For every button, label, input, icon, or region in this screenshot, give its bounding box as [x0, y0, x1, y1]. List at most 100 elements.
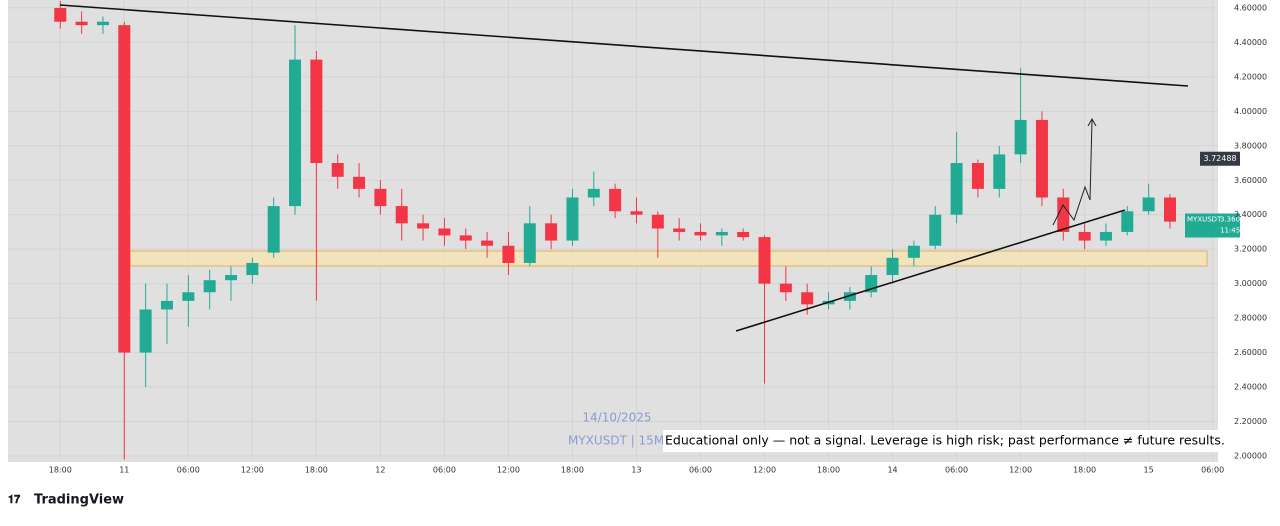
watermark-symbol: MYXUSDT | 15M	[568, 434, 664, 448]
candle-body	[1078, 231, 1091, 241]
symbol-label: MYXUSDT	[1187, 216, 1222, 224]
candle-body	[801, 292, 814, 305]
candle-body	[950, 163, 963, 215]
watermark-date: 14/10/2025	[582, 411, 651, 425]
candle-body	[75, 21, 88, 26]
candle-body	[459, 235, 472, 241]
x-tick-label: 12	[375, 466, 385, 475]
projection-arrowhead	[1087, 117, 1097, 127]
candle-body	[502, 245, 515, 263]
x-tick-label: 12:00	[1009, 466, 1032, 475]
y-tick-label: 3.00000	[1234, 279, 1267, 288]
candle-body	[843, 292, 856, 301]
y-tick-label: 3.60000	[1234, 176, 1267, 185]
candle-body	[673, 228, 686, 232]
y-tick-label: 3.20000	[1234, 245, 1267, 254]
candle-body	[758, 237, 771, 284]
candle-body	[438, 228, 451, 236]
candle-body	[737, 231, 750, 238]
countdown-label: 11:45	[1220, 227, 1240, 235]
x-tick-label: 18:00	[49, 466, 72, 475]
x-tick-label: 13	[631, 466, 641, 475]
x-tick-label: 12:00	[241, 466, 264, 475]
x-tick-label: 18:00	[305, 466, 328, 475]
candle-body	[1099, 231, 1112, 241]
x-tick-label: 12:00	[497, 466, 520, 475]
candle-body	[1035, 119, 1048, 198]
candle-body	[1142, 197, 1155, 212]
candle-body	[523, 223, 536, 263]
x-tick-label: 06:00	[945, 466, 968, 475]
y-tick-label: 2.80000	[1234, 314, 1267, 323]
candle-body	[182, 292, 195, 301]
candle-body	[651, 214, 664, 229]
candle-body	[566, 197, 579, 241]
candle-body	[630, 211, 643, 215]
candle-body	[118, 25, 131, 353]
candle-body	[907, 245, 920, 258]
y-tick-label: 2.20000	[1234, 417, 1267, 426]
candle-body	[1121, 211, 1134, 232]
y-tick-label: 2.00000	[1234, 451, 1267, 460]
y-tick-label: 2.60000	[1234, 348, 1267, 357]
candle-body	[993, 154, 1006, 189]
x-tick-label: 06:00	[689, 466, 712, 475]
candle-body	[139, 309, 152, 353]
candle-body	[1057, 197, 1070, 232]
candle-body	[203, 280, 216, 293]
candle-body	[246, 262, 259, 276]
y-tick-label: 3.80000	[1234, 141, 1267, 150]
y-tick-label: 4.00000	[1234, 107, 1267, 116]
candle-body	[545, 223, 558, 241]
candle-body	[1014, 119, 1027, 155]
candle-body	[331, 163, 344, 177]
x-tick-label: 18:00	[561, 466, 584, 475]
y-tick-label: 4.60000	[1234, 3, 1267, 12]
candle-body	[267, 206, 280, 253]
y-tick-label: 4.20000	[1234, 72, 1267, 81]
support-trendline	[735, 209, 1126, 332]
candle-body	[395, 206, 408, 224]
brand-logo: 𝟏𝟕	[8, 493, 21, 506]
brand: TradingView	[34, 493, 124, 508]
candle-body	[609, 188, 622, 212]
candle-body	[715, 231, 728, 236]
price-tag	[1200, 151, 1240, 166]
price-tag-label: 3.72488	[1203, 154, 1236, 163]
candle-body	[374, 188, 387, 207]
x-tick-label: 18:00	[1073, 466, 1096, 475]
candle-body	[54, 7, 67, 22]
current-price-label: 3.36058	[1220, 216, 1249, 224]
x-tick-label: 11	[119, 466, 129, 475]
x-tick-label: 06:00	[177, 466, 200, 475]
candle-body	[481, 240, 494, 246]
resistance-line	[59, 4, 1189, 87]
projection-path	[1052, 119, 1093, 226]
y-tick-label: 2.40000	[1234, 383, 1267, 392]
candle-body	[971, 163, 984, 189]
x-tick-label: 14	[887, 466, 897, 475]
candle-body	[587, 188, 600, 198]
candle-body	[289, 59, 302, 207]
candle-body	[225, 275, 238, 281]
candle-body	[779, 283, 792, 293]
candle-body	[96, 21, 109, 26]
x-tick-label: 12:00	[753, 466, 776, 475]
disclaimer: Educational only — not a signal. Leverag…	[665, 433, 1225, 448]
plot-background	[8, 0, 1218, 462]
candle-body	[310, 59, 323, 164]
candle-body	[1163, 197, 1176, 222]
candle-body	[160, 300, 173, 310]
support-zone	[126, 250, 1208, 267]
x-tick-label: 06:00	[433, 466, 456, 475]
candle-body	[886, 257, 899, 276]
y-tick-label: 3.40000	[1234, 210, 1267, 219]
candle-body	[694, 231, 707, 236]
disclaimer-box	[663, 430, 1220, 452]
y-tick-label: 4.40000	[1234, 38, 1267, 47]
candle-body	[417, 223, 430, 229]
symbol-tag	[1185, 213, 1240, 238]
candle-body	[353, 176, 366, 189]
